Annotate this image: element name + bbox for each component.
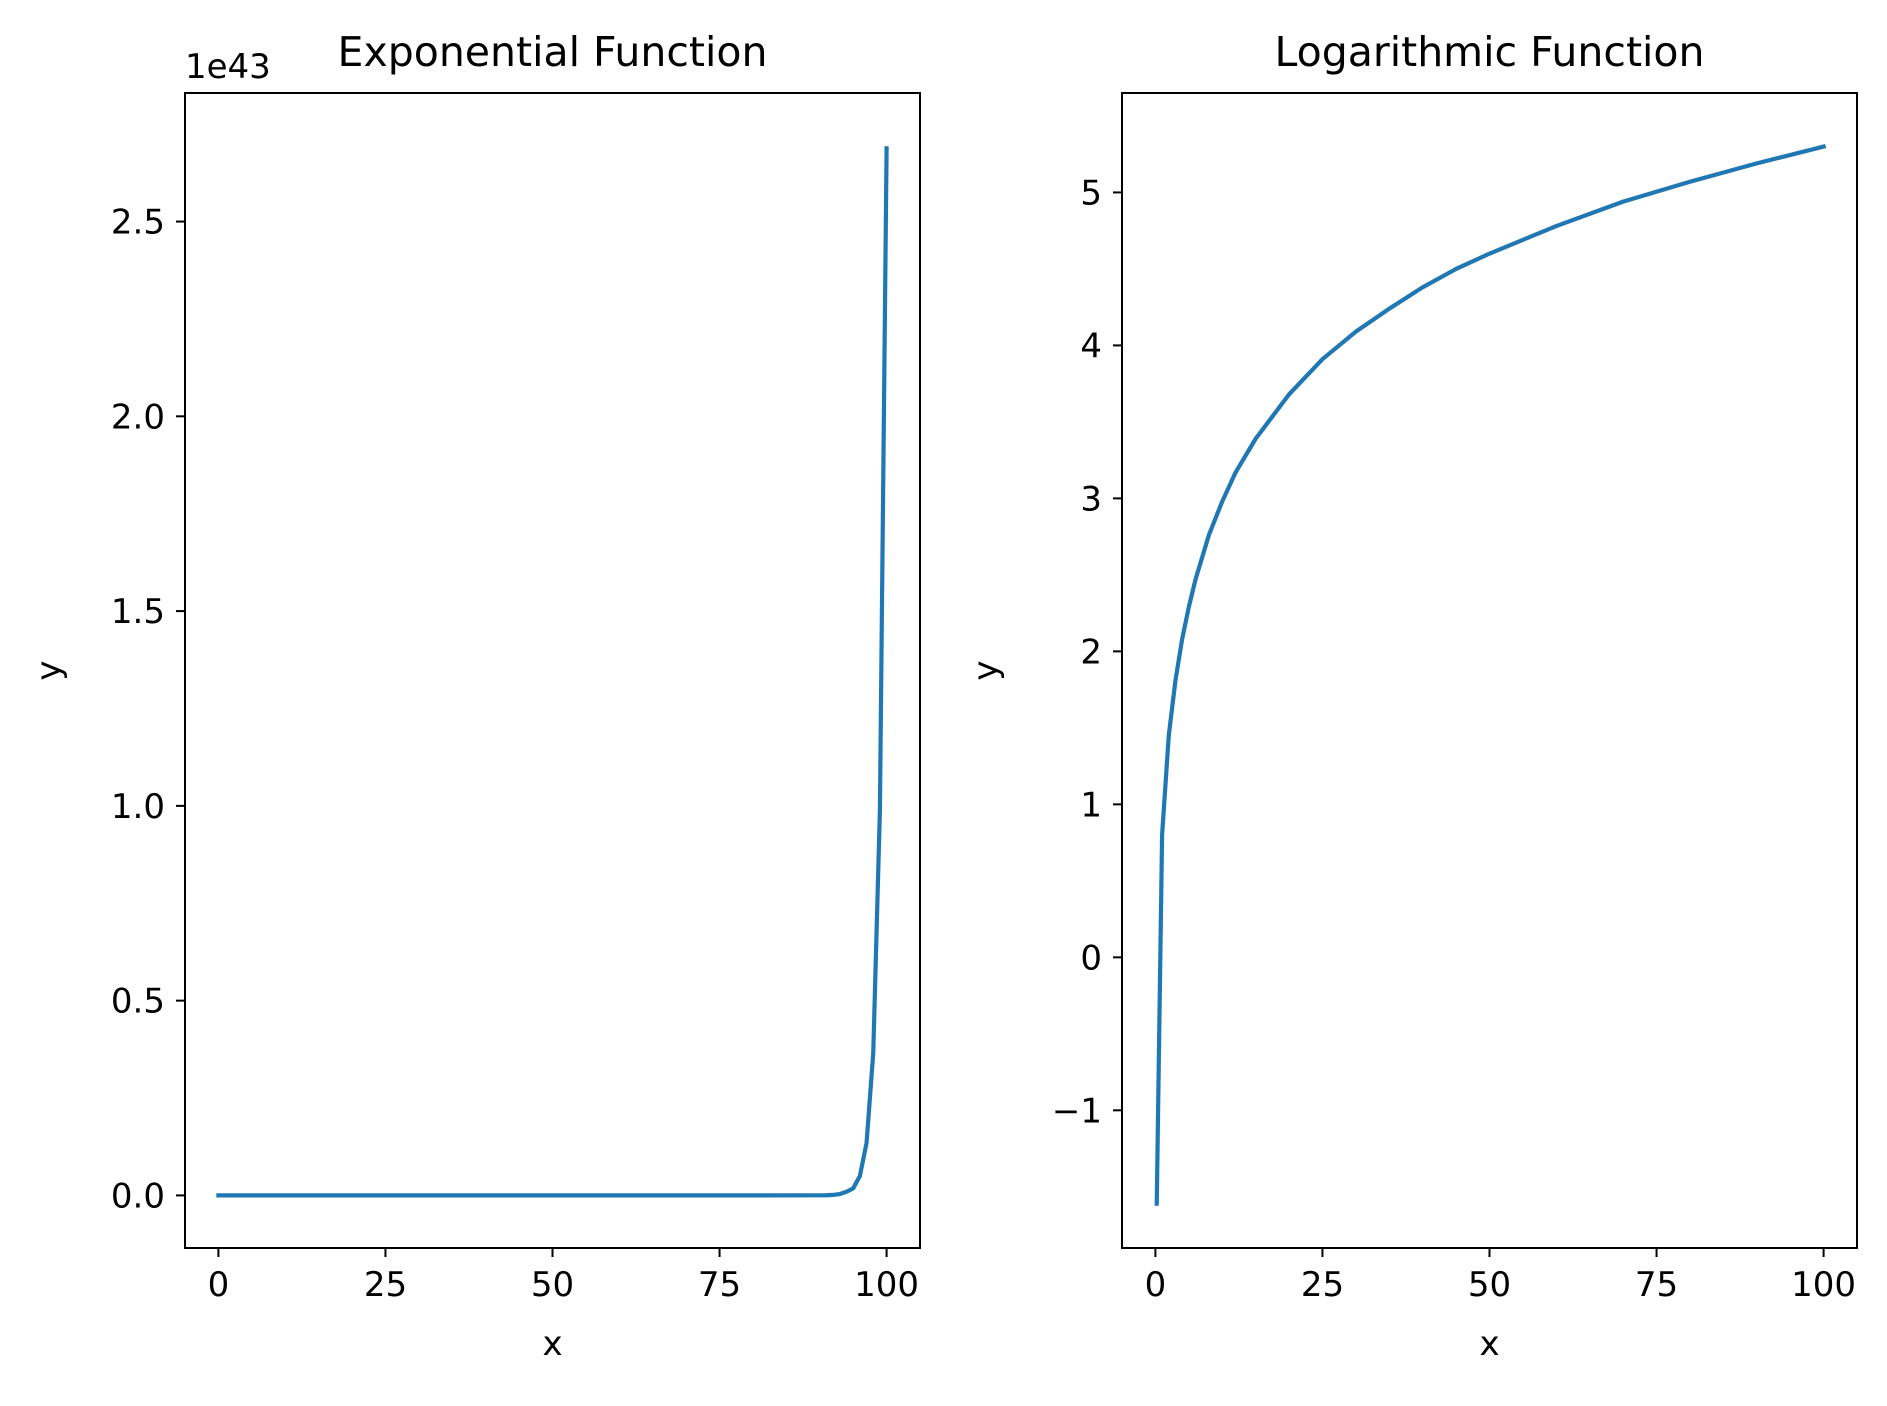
logarithmic-x-tick-label: 25 (1301, 1265, 1344, 1305)
exponential-x-tick-label: 25 (364, 1265, 407, 1305)
logarithmic-x-tick-label: 0 (1145, 1265, 1167, 1305)
exponential-y-tick-label: 0.5 (111, 982, 165, 1022)
exponential-x-tick-label: 0 (208, 1265, 230, 1305)
exponential-chart-title: Exponential Function (338, 28, 768, 76)
exponential-x-tick-label: 50 (531, 1265, 574, 1305)
logarithmic-x-tick-label: 100 (1791, 1265, 1856, 1305)
exponential-x-axis-label: x (542, 1324, 562, 1364)
exponential-y-tick-label: 2.0 (111, 397, 165, 437)
exponential-axes-frame (184, 92, 921, 1249)
logarithmic-y-tick-label: 5 (1080, 173, 1102, 213)
logarithmic-x-axis-label: x (1479, 1324, 1499, 1364)
exponential-y-tick-label: 2.5 (111, 203, 165, 243)
exponential-panel: 0 25 50 75 100 0.0 0.5 1.0 1.5 2.0 2.5 x y Exponentia… (29, 28, 921, 1364)
logarithmic-chart-title: Logarithmic Function (1275, 28, 1705, 76)
logarithmic-y-tick-label: 2 (1080, 632, 1102, 672)
logarithmic-series-line (1154, 143, 1827, 1206)
logarithmic-y-tick-label: 3 (1080, 479, 1102, 519)
logarithmic-y-tick-label: 0 (1080, 938, 1102, 978)
logarithmic-y-tick-label: 4 (1080, 326, 1102, 366)
logarithmic-y-tick-label: 1 (1080, 785, 1102, 825)
exponential-x-tick-label: 100 (854, 1265, 919, 1305)
logarithmic-x-tick-label: 50 (1468, 1265, 1511, 1305)
exponential-y-offset-label: 1e43 (185, 47, 271, 87)
logarithmic-panel: 0 25 50 75 100 −1 0 1 2 3 4 5 x y Logarithmic Function (966, 28, 1858, 1364)
exponential-y-tick-label: 1.0 (111, 787, 165, 827)
exponential-series-line (216, 146, 889, 1198)
exponential-y-axis-label: y (29, 660, 69, 680)
exponential-y-tick-label: 1.5 (111, 592, 165, 632)
exponential-y-tick-label: 0.0 (111, 1176, 165, 1216)
logarithmic-x-tick-label: 75 (1635, 1265, 1678, 1305)
logarithmic-y-tick-label: −1 (1052, 1091, 1102, 1131)
exponential-x-tick-label: 75 (698, 1265, 741, 1305)
logarithmic-axes-frame (1121, 92, 1858, 1249)
logarithmic-y-axis-label: y (966, 660, 1006, 680)
